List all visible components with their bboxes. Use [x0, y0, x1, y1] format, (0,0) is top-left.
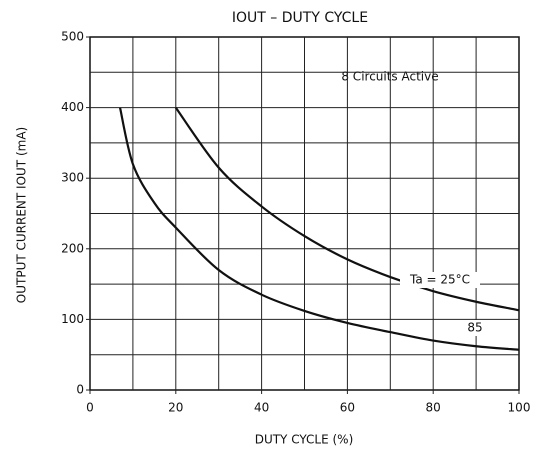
x-tick-label: 100 [508, 401, 531, 415]
y-tick-label: 300 [61, 171, 84, 185]
y-tick-label: 400 [61, 100, 84, 114]
y-tick-label: 200 [61, 241, 84, 255]
label-bg [400, 272, 480, 288]
series-line [174, 106, 520, 312]
x-tick-label: 60 [340, 401, 355, 415]
x-tick-label: 80 [426, 401, 441, 415]
y-tick-label: 100 [61, 312, 84, 326]
chart-title: IOUT – DUTY CYCLE [232, 10, 368, 26]
y-axis-label: OUTPUT CURRENT IOUT (mA) [15, 127, 29, 303]
series-line [118, 107, 520, 351]
x-tick-label: 0 [86, 401, 94, 415]
x-tick-label: 20 [168, 401, 183, 415]
x-tick-label: 40 [254, 401, 269, 415]
y-tick-label: 0 [76, 383, 84, 397]
y-tick-label: 500 [61, 30, 84, 44]
x-axis-label: DUTY CYCLE (%) [255, 433, 354, 447]
series-label: 85 [467, 321, 482, 335]
label-bg [463, 320, 487, 336]
series-label: Ta = 25°C [409, 273, 470, 287]
